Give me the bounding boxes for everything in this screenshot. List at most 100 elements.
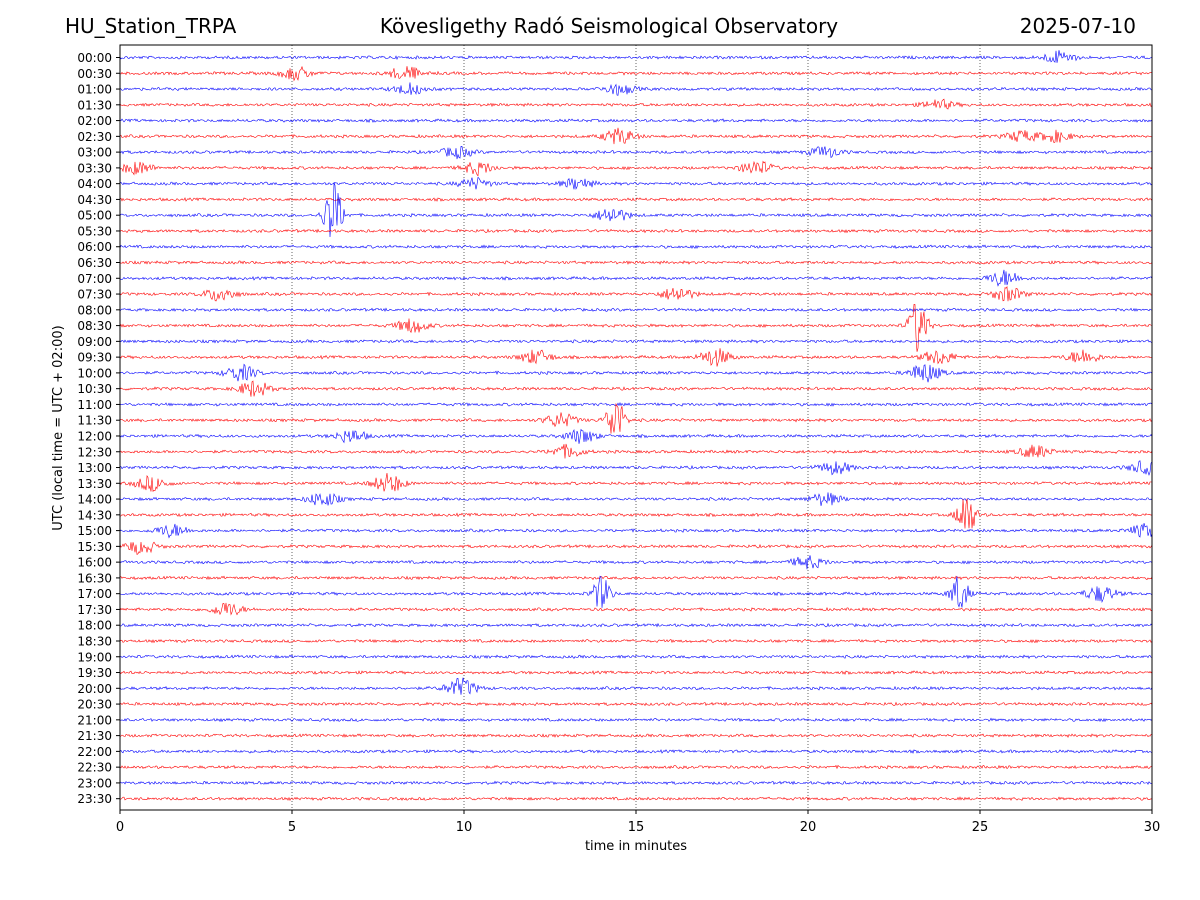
x-axis-label: time in minutes bbox=[585, 839, 687, 854]
y-tick-label: 21:00 bbox=[77, 713, 112, 727]
y-tick-label: 15:30 bbox=[77, 540, 112, 554]
y-tick-label: 10:00 bbox=[77, 366, 112, 380]
trace-0200 bbox=[119, 118, 1153, 124]
x-tick-label: 20 bbox=[800, 820, 817, 835]
trace-2330 bbox=[119, 796, 1153, 802]
trace-1200 bbox=[119, 428, 1153, 444]
trace-1400 bbox=[119, 492, 1153, 506]
trace-0630 bbox=[119, 260, 1153, 265]
y-tick-label: 01:30 bbox=[77, 98, 112, 112]
y-tick-label: 22:00 bbox=[77, 745, 112, 759]
y-tick-label: 14:30 bbox=[77, 508, 112, 522]
y-tick-label: 22:30 bbox=[77, 761, 112, 775]
y-tick-label: 17:30 bbox=[77, 603, 112, 617]
x-tick-label: 30 bbox=[1144, 820, 1161, 835]
y-tick-label: 11:30 bbox=[77, 414, 112, 428]
trace-2130 bbox=[119, 733, 1153, 738]
x-tick-label: 10 bbox=[456, 820, 473, 835]
y-tick-label: 14:00 bbox=[77, 493, 112, 507]
trace-1300 bbox=[119, 460, 1153, 476]
y-tick-label: 19:00 bbox=[77, 650, 112, 664]
y-tick-label: 03:30 bbox=[77, 161, 112, 175]
date-label: 2025-07-10 bbox=[1019, 14, 1136, 38]
trace-0800 bbox=[119, 307, 1153, 313]
trace-0330 bbox=[119, 160, 1153, 177]
trace-0100 bbox=[119, 82, 1153, 96]
y-tick-label: 12:00 bbox=[77, 429, 112, 443]
station-name: HU_Station_TRPA bbox=[65, 14, 237, 38]
y-tick-label: 08:30 bbox=[77, 319, 112, 333]
y-tick-label: 21:30 bbox=[77, 729, 112, 743]
trace-1600 bbox=[119, 555, 1153, 570]
y-tick-label: 02:00 bbox=[77, 114, 112, 128]
y-tick-label: 16:00 bbox=[77, 556, 112, 570]
trace-1700 bbox=[119, 575, 1153, 608]
y-tick-label: 05:30 bbox=[77, 224, 112, 238]
trace-1430 bbox=[119, 498, 1153, 529]
observatory-title: Kövesligethy Radó Seismological Observat… bbox=[379, 14, 839, 38]
trace-0400 bbox=[119, 176, 1153, 190]
trace-0230 bbox=[119, 127, 1153, 145]
y-tick-label: 07:00 bbox=[77, 272, 112, 286]
y-tick-label: 12:30 bbox=[77, 445, 112, 459]
y-tick-label: 06:00 bbox=[77, 240, 112, 254]
seismic-traces bbox=[119, 50, 1153, 802]
trace-0830 bbox=[119, 303, 1153, 352]
y-tick-label: 08:00 bbox=[77, 303, 112, 317]
y-tick-label: 10:30 bbox=[77, 382, 112, 396]
y-tick-label: 00:00 bbox=[77, 51, 112, 65]
trace-2200 bbox=[119, 749, 1153, 754]
trace-1900 bbox=[119, 654, 1153, 660]
trace-0500 bbox=[119, 182, 1153, 238]
x-tick-label: 5 bbox=[288, 820, 296, 835]
y-tick-label: 07:30 bbox=[77, 288, 112, 302]
trace-0030 bbox=[119, 65, 1153, 82]
trace-0700 bbox=[119, 269, 1153, 287]
y-tick-label: 11:00 bbox=[77, 398, 112, 412]
y-tick-label: 03:00 bbox=[77, 146, 112, 160]
y-tick-label: 04:30 bbox=[77, 193, 112, 207]
y-tick-label: 02:30 bbox=[77, 130, 112, 144]
trace-1800 bbox=[119, 622, 1153, 628]
trace-0300 bbox=[119, 145, 1153, 160]
grid-lines bbox=[291, 45, 981, 810]
trace-0930 bbox=[119, 348, 1153, 367]
trace-2000 bbox=[119, 677, 1153, 695]
y-tick-label: 13:00 bbox=[77, 461, 112, 475]
trace-1230 bbox=[119, 443, 1153, 459]
y-tick-label: 05:00 bbox=[77, 209, 112, 223]
y-tick-label: 09:30 bbox=[77, 351, 112, 365]
x-tick-label: 25 bbox=[972, 820, 989, 835]
y-tick-label: 04:00 bbox=[77, 177, 112, 191]
trace-1730 bbox=[119, 602, 1153, 616]
y-tick-label: 23:00 bbox=[77, 776, 112, 790]
y-tick-label: 17:00 bbox=[77, 587, 112, 601]
trace-1500 bbox=[119, 523, 1153, 539]
x-tick-label: 15 bbox=[628, 820, 645, 835]
trace-1130 bbox=[119, 402, 1153, 434]
trace-1030 bbox=[119, 380, 1153, 397]
trace-2230 bbox=[119, 764, 1153, 770]
trace-2030 bbox=[119, 701, 1153, 707]
trace-1530 bbox=[119, 541, 1153, 555]
y-tick-label: 20:00 bbox=[77, 682, 112, 696]
trace-2300 bbox=[119, 780, 1153, 786]
trace-1100 bbox=[119, 402, 1153, 407]
y-tick-label: 06:30 bbox=[77, 256, 112, 270]
y-tick-label: 15:00 bbox=[77, 524, 112, 538]
y-tick-label: 18:00 bbox=[77, 619, 112, 633]
trace-0130 bbox=[119, 98, 1153, 110]
trace-1330 bbox=[119, 473, 1153, 493]
y-tick-label: 18:30 bbox=[77, 634, 112, 648]
trace-1930 bbox=[119, 670, 1153, 675]
trace-1830 bbox=[119, 638, 1153, 644]
trace-1000 bbox=[119, 363, 1153, 383]
trace-1630 bbox=[119, 575, 1153, 581]
x-axis-ticks: 0 5 10 15 20 25 30 bbox=[116, 810, 1160, 835]
y-tick-label: 01:00 bbox=[77, 83, 112, 97]
trace-0730 bbox=[119, 285, 1153, 302]
x-tick-label: 0 bbox=[116, 820, 124, 835]
y-tick-label: 13:30 bbox=[77, 477, 112, 491]
